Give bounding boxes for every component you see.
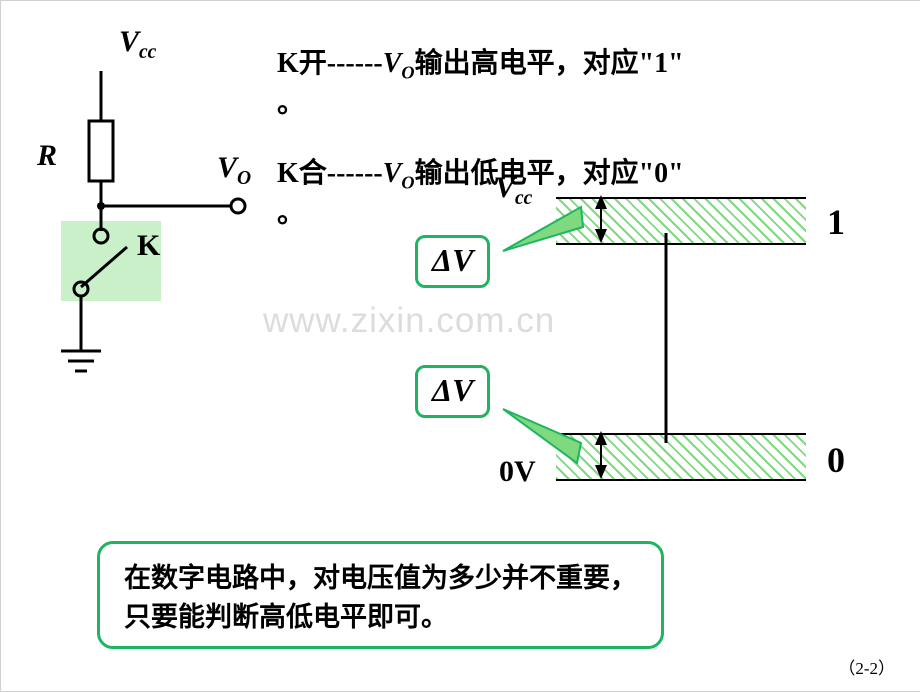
one-label: 1 — [827, 201, 845, 243]
line2-end: 。 — [277, 191, 305, 231]
circuit-svg — [31, 21, 291, 401]
note-box: 在数字电路中，对电压值为多少并不重要， 只要能判断高低电平即可。 — [97, 541, 664, 649]
page-number: （2-2） — [838, 654, 895, 679]
watermark: www.zixin.com.cn — [263, 301, 555, 341]
zero-label: 0 — [827, 439, 845, 481]
note-line1: 在数字电路中，对电压值为多少并不重要， — [124, 556, 637, 595]
vo-label: VO — [217, 151, 251, 190]
r-label: R — [37, 139, 57, 173]
line1-end: 。 — [277, 81, 305, 121]
k-label: K — [137, 229, 160, 263]
zero-v-label: 0V — [499, 455, 536, 489]
dv-box-bottom: ΔV — [415, 365, 490, 418]
note-line2: 只要能判断高低电平即可。 — [124, 595, 637, 634]
vcc-label: Vcc — [119, 25, 156, 64]
diagram-vcc-label: Vcc — [495, 171, 532, 210]
dv-callout-bottom — [491, 389, 691, 509]
dv-box-top: ΔV — [415, 235, 490, 288]
slide: Vcc R VO K K开------VO输出高电平，对应"1" 。 K合---… — [0, 0, 920, 692]
